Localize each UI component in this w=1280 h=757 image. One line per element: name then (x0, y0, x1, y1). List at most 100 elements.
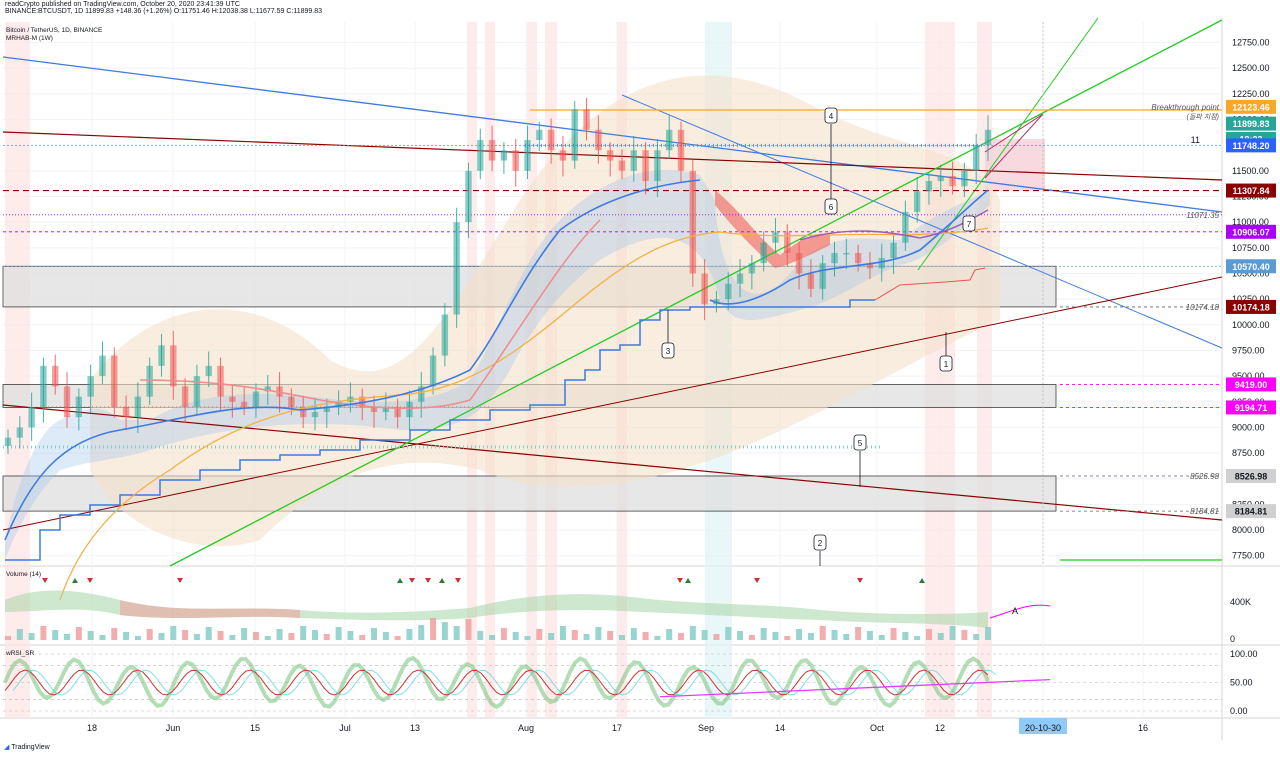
candle-body (99, 355, 106, 377)
price-tick: 7750.00 (1232, 551, 1265, 561)
volume-bar (713, 634, 720, 640)
candle-body (63, 386, 71, 418)
volume-bar (252, 632, 259, 640)
price-tick: 9000.00 (1232, 422, 1265, 432)
candle-body (288, 396, 295, 407)
time-cursor-badge (1019, 718, 1067, 734)
volume-band (5, 590, 988, 628)
candle-body (111, 355, 118, 407)
candle-body (618, 160, 626, 171)
level-text: 8526.98 (1190, 472, 1219, 481)
volume-bar (75, 627, 82, 640)
candle-body (323, 406, 330, 413)
price-label-bg (1226, 299, 1276, 314)
volume-bar (618, 635, 625, 640)
volume-bar (843, 634, 850, 640)
volume-bar (28, 633, 35, 640)
breakthrough-sublabel: (돌파 지점) (1187, 113, 1219, 121)
trendline-red-lower (2, 404, 1223, 521)
price-tick: 10500.00 (1232, 268, 1270, 278)
level-text: 11071.35 (1186, 211, 1219, 220)
signal-marker (177, 578, 183, 583)
candle-body (524, 140, 531, 171)
volume-bar (193, 634, 200, 640)
price-label-bg (1226, 224, 1276, 239)
trendline-blue-falling (2, 56, 1223, 213)
price-label: 11748.20 (1232, 141, 1269, 151)
candle-body (890, 242, 897, 259)
price-label-bg (1226, 138, 1276, 153)
candle-body (772, 232, 779, 243)
tradingview-logo[interactable]: ◢ TradingView (4, 743, 50, 751)
price-label: 9419.00 (1235, 380, 1268, 390)
candle-body (795, 252, 803, 274)
volume-bar (123, 632, 130, 640)
candle-body (583, 109, 590, 130)
volume-bar (430, 618, 437, 640)
volume-bar (170, 626, 177, 640)
volume-bar (595, 627, 602, 640)
candle-body (500, 150, 508, 161)
price-label-bg (1226, 183, 1276, 198)
price-label-bg (1226, 400, 1276, 415)
price-label: 10174.18 (1232, 302, 1270, 312)
price-tick: 11500.00 (1232, 166, 1269, 176)
price-label: 12123.46 (1232, 102, 1270, 112)
candle-body (984, 129, 992, 146)
volume-bar (323, 634, 330, 640)
candle-body (571, 109, 578, 161)
volume-bar (607, 631, 614, 640)
time-tick: Sep (698, 723, 714, 733)
time-tick: 12 (935, 723, 945, 733)
time-tick: 14 (775, 723, 785, 733)
signal-marker (409, 578, 415, 583)
time-tick: 13 (410, 723, 420, 733)
price-tick: 10750.00 (1232, 243, 1270, 253)
candle-body (134, 396, 142, 418)
volume-bar (40, 626, 47, 640)
volume-bar (217, 631, 224, 640)
time-tick: 17 (612, 723, 622, 733)
signal-marker (455, 578, 461, 583)
volume-bar (477, 631, 484, 640)
annotation-4-bubble (824, 107, 838, 124)
rsi-divergence (659, 679, 1051, 698)
price-label-bg (1226, 116, 1276, 131)
volume-bar (961, 630, 968, 640)
candle-body (701, 273, 708, 305)
clipped-label: 11 (1191, 135, 1200, 145)
publish-header: readCrypto published on TradingView.com,… (5, 1, 322, 15)
volume-bar (371, 628, 378, 640)
volume-bar (359, 635, 366, 640)
ma-orange (59, 227, 989, 601)
volume-bar (453, 626, 460, 640)
volume-bar (524, 636, 531, 640)
time-tick: 18 (87, 723, 97, 733)
price-label-bg (1226, 99, 1276, 114)
volume-bar (394, 636, 401, 640)
annotation-2: 2 (818, 539, 823, 548)
logo-text: TradingView (11, 744, 50, 751)
volume-bar (925, 629, 932, 640)
candle-body (264, 386, 271, 392)
annotation-1: 1 (944, 360, 949, 369)
volume-bar (182, 630, 189, 640)
trendline-short (984, 113, 1044, 179)
volume-bar (111, 628, 118, 640)
time-axis[interactable]: 18 Jun 15 Jul 13 Aug 17 Sep 14 Oct 12 20-10-30 16 (87, 718, 1148, 734)
price-label-bg (1226, 259, 1276, 274)
volume-bar (689, 626, 696, 640)
volume-bar (205, 627, 212, 640)
candle-body (961, 170, 968, 187)
candle-body (843, 252, 850, 255)
volume-bar (949, 626, 956, 640)
annotation-7-bubble (962, 215, 976, 232)
volume-annotation: A (1012, 606, 1018, 616)
candle-body (819, 263, 826, 289)
candle-body (394, 406, 401, 418)
candle-body (831, 252, 838, 264)
candle-body (217, 365, 224, 397)
candle-body (559, 150, 567, 161)
candle-body (689, 170, 697, 274)
